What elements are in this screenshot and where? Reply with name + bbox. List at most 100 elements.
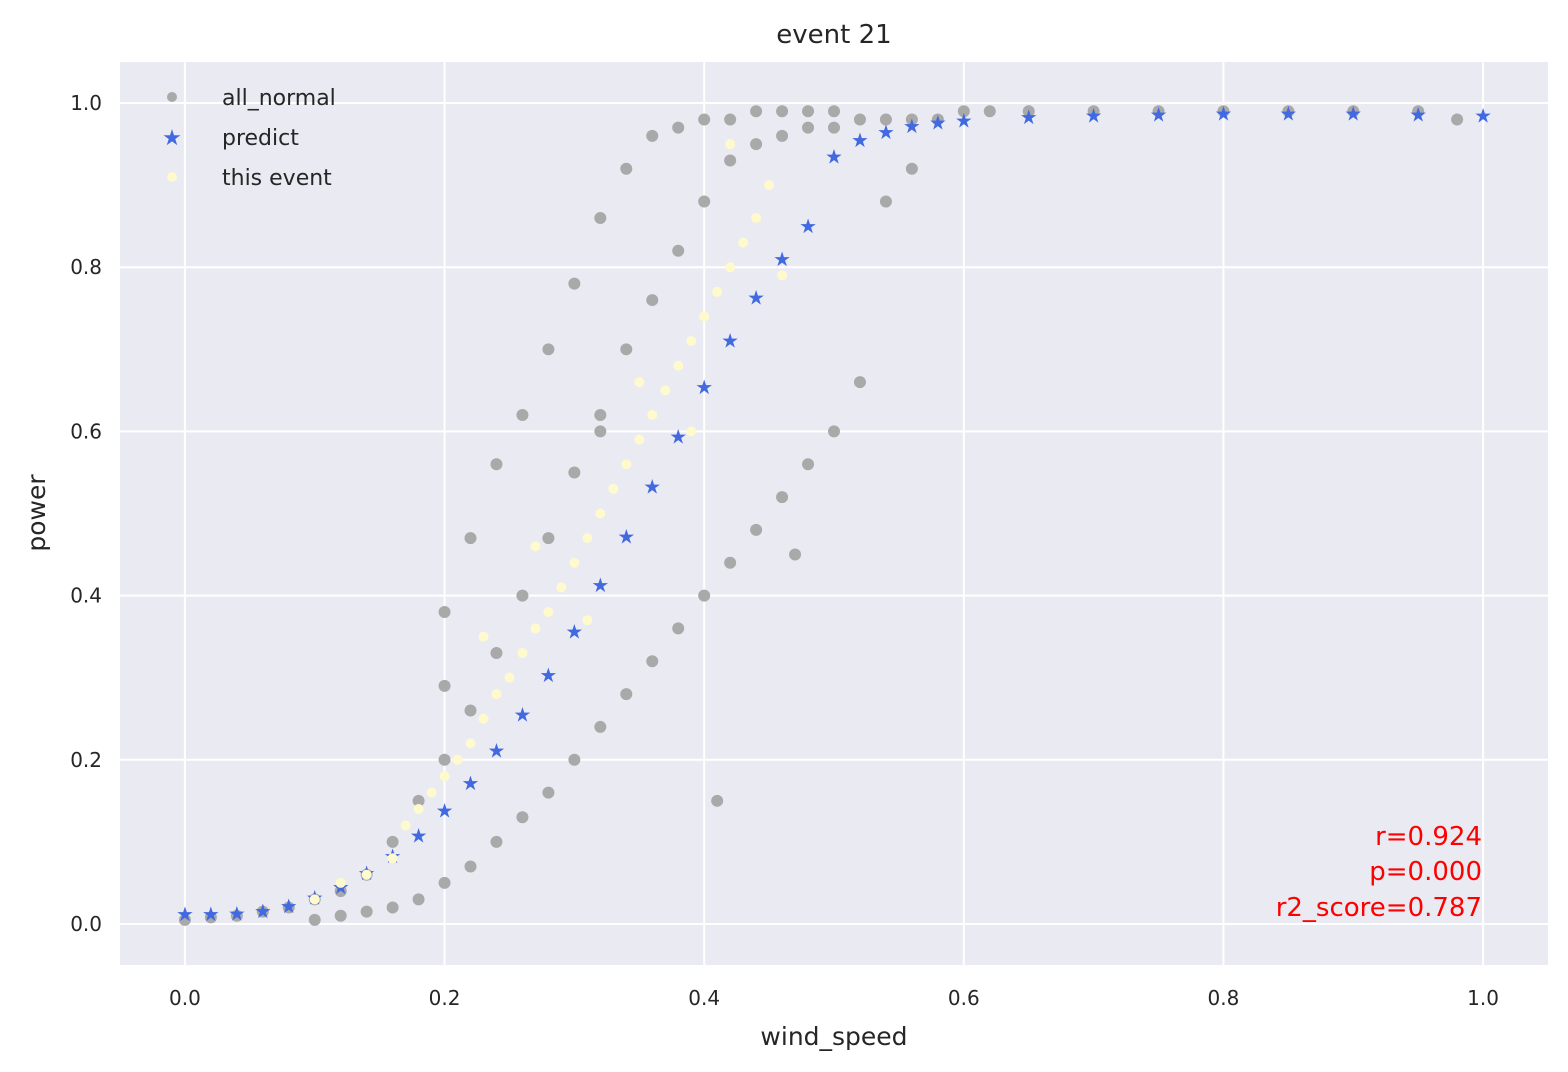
data-point: ★: [643, 474, 661, 498]
data-point: [568, 753, 581, 766]
data-point: [309, 894, 320, 905]
data-point: [178, 913, 191, 926]
data-point: [530, 541, 541, 552]
legend-marker-predict: ★: [162, 126, 182, 151]
data-point: [672, 121, 685, 134]
data-point: ★: [669, 424, 687, 448]
data-point: [543, 607, 554, 618]
data-point: [438, 606, 451, 619]
data-point: [426, 787, 437, 798]
data-point: [724, 113, 737, 126]
data-point: ★: [176, 902, 194, 926]
data-point: [335, 877, 346, 888]
data-point: ★: [1150, 103, 1168, 127]
y-tick-label: 0.2: [70, 748, 102, 772]
data-point: [686, 336, 697, 347]
data-point: [905, 113, 918, 126]
data-point: ★: [1409, 103, 1427, 127]
data-point: [647, 409, 658, 420]
data-point: [879, 195, 892, 208]
data-point: [672, 622, 685, 635]
data-point: [464, 704, 477, 717]
data-point: ★: [228, 901, 246, 925]
data-point: [568, 466, 581, 479]
data-point: [712, 286, 723, 297]
data-point: [725, 262, 736, 273]
data-point: ★: [747, 286, 765, 310]
data-point: [750, 105, 763, 118]
data-point: [698, 589, 711, 602]
data-point: [582, 615, 593, 626]
data-point: ★: [1020, 105, 1038, 129]
data-point: ★: [929, 111, 947, 135]
grid-lines: [120, 62, 1548, 965]
data-point: [698, 113, 711, 126]
data-point: [776, 105, 789, 118]
data-point: [386, 901, 399, 914]
data-point: [1087, 105, 1100, 118]
data-point: [412, 893, 425, 906]
data-point: [452, 754, 463, 765]
data-point: ★: [410, 823, 428, 847]
data-point: [504, 672, 515, 683]
data-point: [582, 533, 593, 544]
data-point: [594, 720, 607, 733]
data-point: [464, 532, 477, 545]
data-point: [438, 876, 451, 889]
data-point: ★: [488, 739, 506, 763]
legend-label-predict: predict: [222, 126, 299, 151]
data-point: [1282, 105, 1295, 118]
data-point: ★: [903, 114, 921, 138]
y-tick-label: 0.0: [70, 912, 102, 936]
legend-label-all-normal: all_normal: [222, 86, 336, 111]
data-point: [620, 343, 633, 356]
y-tick-label: 0.6: [70, 419, 102, 443]
data-point: [360, 905, 373, 918]
data-point: [438, 753, 451, 766]
data-point: ★: [1214, 102, 1232, 126]
data-point: ★: [1344, 102, 1362, 126]
data-point: [413, 804, 424, 815]
y-tick-label: 0.4: [70, 584, 102, 608]
data-point: [673, 360, 684, 371]
chart-title: event 21: [776, 20, 891, 50]
data-point: [828, 105, 840, 118]
data-point: [957, 105, 970, 118]
data-point: [542, 786, 555, 799]
x-tick-label: 0.8: [1208, 986, 1240, 1010]
data-point: [282, 901, 295, 914]
data-point: [542, 532, 555, 545]
data-point: [1347, 105, 1360, 118]
series-predict: ★★★★★★★★★★★★★★★★★★★★★★★★★★★★★★★★★★★★★★★: [176, 102, 1492, 926]
data-point: ★: [1085, 103, 1103, 127]
data-point: [478, 713, 489, 724]
data-point: [412, 794, 425, 807]
stats-annotation: r=0.924 p=0.000 r2_score=0.787: [1276, 822, 1482, 923]
data-point: [776, 129, 789, 142]
data-point: [853, 376, 866, 389]
data-point: [686, 426, 697, 437]
data-point: [490, 647, 503, 660]
data-point: [634, 434, 645, 445]
y-axis-title: power: [22, 474, 51, 552]
data-point: ★: [721, 328, 739, 352]
x-axis-title: wind_speed: [760, 1022, 907, 1051]
data-point: [828, 121, 840, 134]
data-point: [308, 913, 321, 926]
data-point: ★: [513, 703, 531, 727]
legend-label-this-event: this event: [222, 166, 332, 191]
data-point: [568, 277, 581, 290]
data-point: [530, 623, 541, 634]
stat-p: p=0.000: [1369, 857, 1482, 887]
legend-marker-this-event: [167, 172, 177, 182]
data-point: [594, 211, 607, 224]
data-point: [256, 905, 269, 918]
data-point: [828, 425, 840, 438]
data-point: [699, 311, 710, 322]
data-point: [608, 483, 619, 494]
data-point: [724, 556, 737, 569]
data-point: [595, 508, 606, 519]
data-point: [464, 860, 477, 873]
x-tick-label: 1.0: [1467, 986, 1499, 1010]
data-point: [802, 121, 815, 134]
